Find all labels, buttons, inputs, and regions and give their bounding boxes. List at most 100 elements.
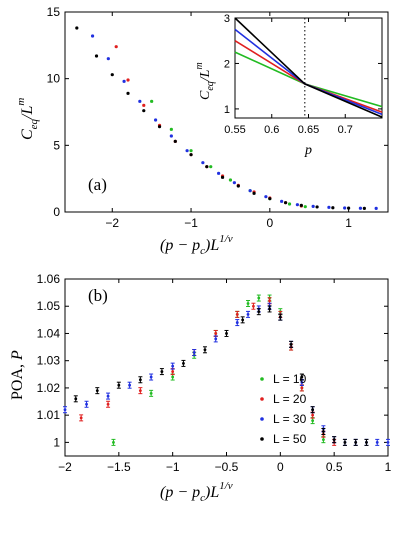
panel-b-y-tick-label: 1.03 [37, 354, 61, 368]
panel-b-point [300, 386, 304, 390]
legend-label: L = 20 [273, 392, 307, 406]
panel-b-point [322, 438, 325, 442]
panel-b-point [117, 383, 121, 387]
panel-a-point [362, 206, 366, 210]
panel-a-y-axis-label: Ceq/Lm [15, 98, 40, 140]
panel-b-point [311, 419, 315, 422]
panel-a-point [228, 178, 233, 182]
panel-a-y-tick-label: 15 [47, 5, 61, 19]
panel-b-point [106, 394, 110, 398]
panel-a-point [327, 205, 331, 209]
panel-b-point [149, 391, 153, 395]
panel-a-point [232, 181, 236, 185]
panel-a-point [311, 204, 315, 208]
panel-b-point [106, 402, 110, 406]
panel-a-point [209, 165, 213, 169]
panel-b-x-tick-label: −1 [166, 460, 180, 474]
panel-a-point [75, 26, 79, 30]
panel-a-point [236, 184, 240, 188]
legend-label: L = 10 [273, 372, 307, 386]
panel-b-point [79, 416, 83, 420]
panel-b-point [214, 337, 218, 341]
panel-a-point [189, 149, 193, 153]
panel-b-point [354, 440, 358, 444]
inset-x-axis-label: p [304, 143, 312, 158]
panel-a-point [295, 203, 300, 207]
panel-a-point [287, 202, 292, 206]
panel-b-point [332, 438, 336, 442]
panel-b-point [300, 375, 304, 379]
panel-b-point [311, 408, 315, 412]
panel-b-x-tick-label: −2 [58, 460, 72, 474]
panel-a-point [90, 34, 95, 38]
panel-a-point [110, 73, 114, 77]
panel-b-point [63, 408, 67, 412]
legend-label: L = 30 [273, 412, 307, 426]
panel-b-x-tick-label: −0.5 [215, 460, 239, 474]
panel-a-point [220, 175, 225, 179]
panel-a-point [280, 199, 284, 203]
panel-b-y-tick-label: 1.02 [37, 381, 61, 395]
panel-b-point [246, 313, 250, 316]
panel-a-x-tick-label: −1 [184, 216, 198, 230]
panel-a-point [315, 205, 319, 209]
panel-a-point [122, 79, 126, 83]
panel-b-point [225, 332, 228, 335]
panel-b-point [112, 440, 115, 444]
panel-a-y-tick-label: 5 [53, 138, 60, 152]
panel-a-point [343, 206, 347, 210]
panel-b-frame [64, 278, 389, 457]
panel-a-point [142, 103, 146, 107]
panel-b-point [171, 370, 175, 373]
panel-b-point [268, 299, 271, 303]
panel-a-point [264, 195, 268, 199]
panel-b-point [203, 348, 207, 352]
panel-b-point [95, 389, 99, 393]
panel-a-y-tick-label: 0 [53, 205, 60, 219]
panel-b-label: (b) [88, 286, 108, 305]
panel-b-y-tick-label: 1.06 [37, 272, 61, 286]
legend-marker [260, 397, 264, 401]
panel-b-point [128, 383, 132, 387]
panel-b-point [235, 321, 239, 324]
panel-b-point [138, 389, 142, 393]
panel-b-point [171, 375, 175, 379]
panel-a-point [126, 91, 130, 95]
panel-b-y-tick-label: 1.04 [37, 326, 61, 340]
panel-b-point [322, 430, 325, 433]
panel-b-point [214, 332, 218, 335]
panel-b-point [85, 402, 88, 406]
panel-b-point [138, 378, 142, 382]
panel-b-x-tick-label: 0.5 [326, 460, 343, 474]
panel-a-point [268, 197, 272, 201]
panel-a-x-tick-label: 0 [266, 216, 273, 230]
panel-a-point [374, 206, 378, 210]
panel-b-point [343, 440, 347, 444]
panel-a-x-tick-label: −2 [105, 216, 119, 230]
panel-b-y-tick-label: 1.05 [37, 299, 61, 313]
inset-y-axis-label: Ceq/Lm [194, 62, 216, 100]
panel-b-point [257, 296, 261, 300]
legend-marker [260, 417, 264, 421]
panel-a-frame [64, 11, 389, 213]
panel-a-point [358, 206, 363, 210]
panel-b-point [160, 370, 164, 373]
panel-a-x-axis-label: (p − pc)L1/ν [160, 233, 233, 257]
panel-a-point [157, 125, 162, 129]
panel-b-point [171, 364, 175, 368]
panel-b-y-tick-label: 1.01 [37, 408, 61, 422]
panel-a-y-tick-label: 10 [47, 72, 61, 86]
panel-a-point [169, 127, 173, 131]
inset-frame [234, 17, 383, 119]
panel-b: −2 −1.5 −1 −0.5 0 0.5 1 1 1.01 1.02 1.03 1.04 1.05 1.… [9, 272, 392, 504]
panel-a-point [331, 206, 335, 210]
legend-marker [260, 377, 264, 381]
panel-b-legend: L = 10 L = 20 L = 30 L = 50 [260, 372, 307, 446]
panel-b-point [268, 307, 271, 311]
panel-b-point [365, 440, 368, 444]
inset-x-tick-label: 0.6 [264, 124, 279, 136]
panel-b-point [311, 413, 315, 417]
panel-b-point [241, 318, 245, 322]
